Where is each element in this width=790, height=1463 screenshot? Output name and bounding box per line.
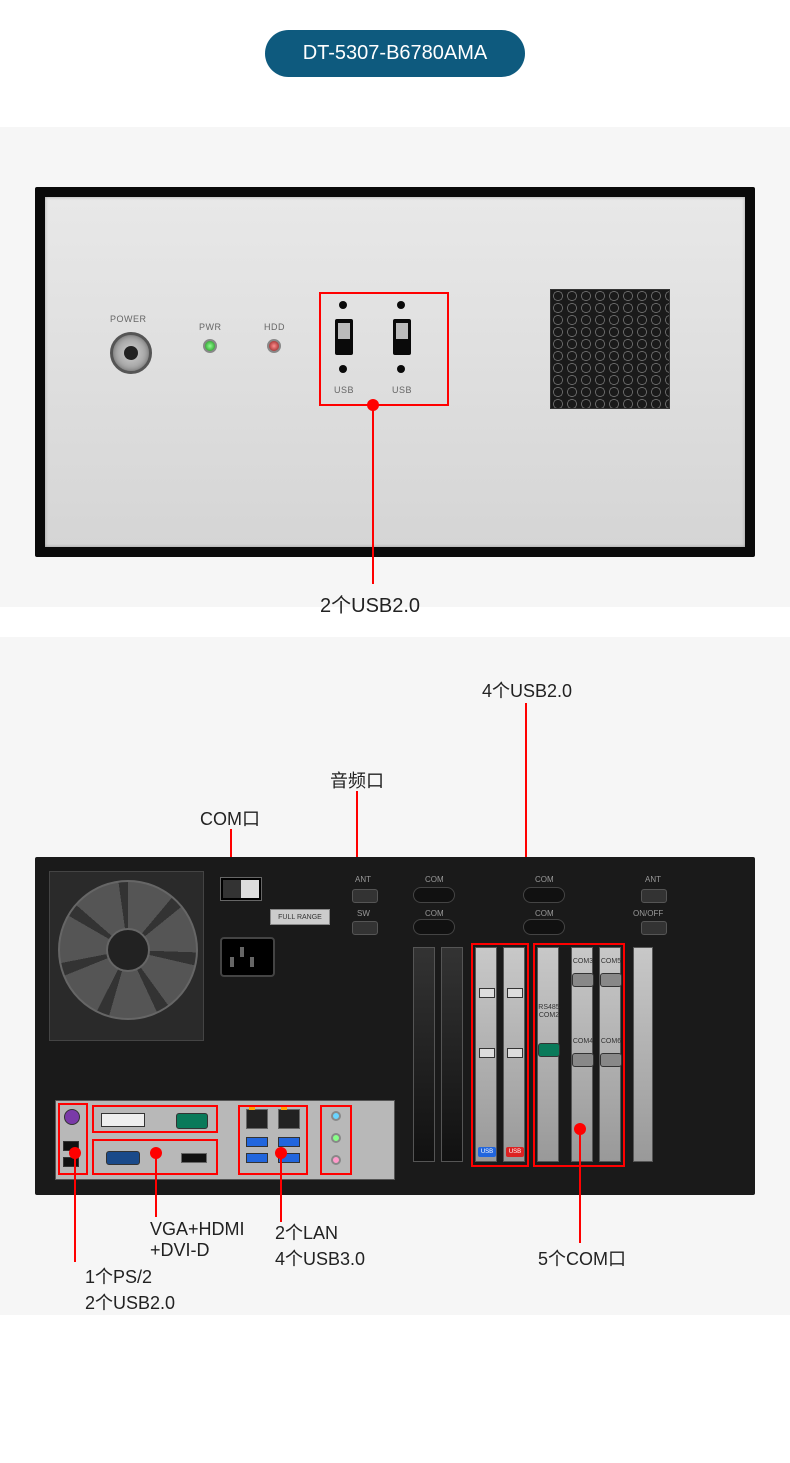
ant-slot [352, 889, 378, 903]
io-shield [55, 1100, 395, 1180]
ventilation-grille [550, 289, 670, 409]
ant-slot [641, 889, 667, 903]
usb-port [393, 319, 411, 355]
usb-port [335, 319, 353, 355]
com-label: COM [535, 909, 554, 918]
com-label: COM [425, 909, 444, 918]
lan-highlight [238, 1105, 308, 1175]
ps2-line1: 1个PS/2 [85, 1267, 152, 1287]
onoff-slot [641, 921, 667, 935]
pwr-label: PWR [199, 322, 222, 332]
lan-line2: 4个USB3.0 [275, 1249, 365, 1269]
power-button [110, 332, 152, 374]
iec-socket [220, 937, 275, 977]
usb20-4-callout: 4个USB2.0 [482, 677, 572, 703]
screw-icon [339, 301, 347, 309]
audio-callout: 音频口 [330, 767, 384, 793]
pcie-slot [413, 947, 435, 1162]
usb-card-highlight [471, 943, 529, 1167]
screw-icon [397, 365, 405, 373]
front-panel-figure: POWER PWR HDD USB USB 2个USB2.0 [0, 127, 790, 607]
device-back: FULL RANGE ANT COM COM ANT SW COM COM ON… [35, 857, 755, 1195]
com-callout: COM口 [200, 805, 260, 831]
device-front: POWER PWR HDD USB USB [35, 187, 755, 557]
back-panel-figure: 4个USB2.0 音频口 COM口 FULL RANGE ANT COM COM… [0, 637, 790, 1315]
product-model-badge: DT-5307-B6780AMA [265, 30, 526, 77]
lan-line1: 2个LAN [275, 1223, 338, 1243]
video-callout: VGA+HDMI +DVI-D [150, 1219, 245, 1261]
front-usb-callout: 2个USB2.0 [320, 589, 420, 618]
video-line2: +DVI-D [150, 1240, 210, 1260]
blank-slot [633, 947, 653, 1162]
pcie-slot [441, 947, 463, 1162]
top-port-row: ANT COM COM ANT SW COM COM ON/OFF [355, 875, 735, 930]
power-label: POWER [110, 314, 147, 324]
audio-highlight [320, 1105, 352, 1175]
fan-icon [58, 880, 198, 1020]
hdd-label: HDD [264, 322, 285, 332]
hdd-led [267, 339, 281, 353]
com-highlight [92, 1105, 218, 1133]
db9-slot [523, 919, 565, 935]
usb-label: USB [334, 385, 354, 395]
db9-slot [413, 919, 455, 935]
ps2-callout: 1个PS/2 2个USB2.0 [85, 1263, 175, 1315]
ps2-line2: 2个USB2.0 [85, 1293, 175, 1313]
screw-icon [397, 301, 405, 309]
com-label: COM [425, 875, 444, 884]
db9-slot [413, 887, 455, 903]
callout-line [155, 1157, 157, 1217]
db9-slot [523, 887, 565, 903]
screw-icon [339, 365, 347, 373]
ant-label: ANT [645, 875, 661, 884]
sw-slot [352, 921, 378, 935]
psu [49, 871, 204, 1041]
ant-label: ANT [355, 875, 371, 884]
lan-callout: 2个LAN 4个USB3.0 [275, 1219, 365, 1271]
com5-callout: 5个COM口 [538, 1245, 626, 1271]
pwr-led [203, 339, 217, 353]
power-switch [220, 877, 262, 901]
callout-line [579, 1133, 581, 1243]
video-line1: VGA+HDMI [150, 1219, 245, 1239]
usb-label: USB [392, 385, 412, 395]
sw-label: SW [357, 909, 370, 918]
ps2-highlight [58, 1103, 88, 1175]
com-label: COM [535, 875, 554, 884]
full-range-label: FULL RANGE [270, 909, 330, 925]
callout-line [280, 1157, 282, 1222]
callout-line [74, 1157, 76, 1262]
callout-line [372, 409, 374, 584]
onoff-label: ON/OFF [633, 909, 663, 918]
